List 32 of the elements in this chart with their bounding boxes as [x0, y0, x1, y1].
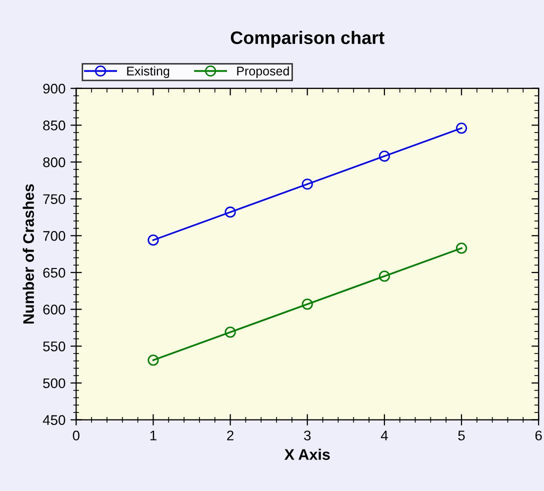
x-axis-title: X Axis [284, 448, 330, 460]
x-tick-label: 1 [150, 430, 156, 440]
y-tick-label: 500 [43, 378, 66, 388]
y-tick-label: 600 [43, 304, 66, 314]
x-tick-label: 3 [304, 430, 311, 440]
point [148, 234, 159, 246]
y-tick-label: 800 [43, 157, 66, 168]
point [302, 178, 313, 190]
legend-label: Proposed [237, 66, 289, 78]
point [456, 242, 468, 254]
x-tick-label: 2 [227, 430, 234, 440]
chart-title: Comparison chart [230, 30, 384, 48]
point [378, 270, 390, 282]
point [302, 298, 313, 310]
legend-label: Existing [127, 66, 170, 78]
y-tick-label: 750 [43, 194, 66, 204]
y-tick-label: 450 [42, 415, 66, 425]
x-tick-label: 0 [72, 430, 80, 440]
x-tick-label: 6 [535, 430, 542, 440]
y-tick-label: 700 [43, 231, 66, 241]
point [148, 354, 159, 366]
point [224, 206, 236, 218]
x-tick-label: 4 [380, 430, 388, 440]
y-tick-label: 650 [43, 268, 66, 278]
point [224, 326, 236, 338]
x-tick-label: 5 [458, 430, 465, 440]
y-tick-label: 850 [43, 120, 66, 130]
y-axis-title: Number of Crashes [22, 184, 34, 324]
point [378, 150, 390, 162]
y-tick-label: 550 [43, 341, 66, 352]
y-tick-label: 900 [43, 84, 66, 94]
point [456, 122, 468, 134]
